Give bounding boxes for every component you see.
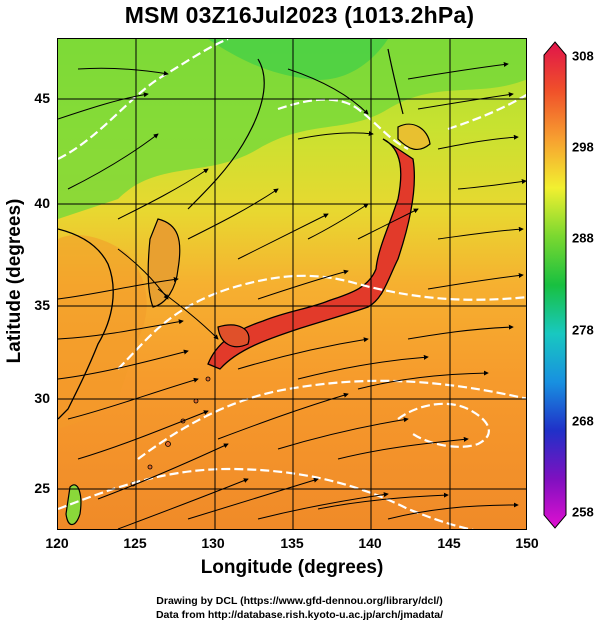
colorbar-tick-278: 278 <box>572 322 594 338</box>
credit-data: Data from http://database.rish.kyoto-u.a… <box>155 609 444 621</box>
x-tick-135: 135 <box>280 535 304 551</box>
colorbar-tick-308: 308 <box>572 48 594 64</box>
y-tick-25: 25 <box>34 480 50 496</box>
x-tick-130: 130 <box>201 535 225 551</box>
cold-pool-region <box>208 39 388 80</box>
x-tick-140: 140 <box>358 535 382 551</box>
x-tick-120: 120 <box>45 535 69 551</box>
y-axis-label: Latitude (degrees) <box>4 198 25 364</box>
colorbar-tick-298: 298 <box>572 139 594 155</box>
colorbar-tick-258: 258 <box>572 504 594 520</box>
credit-drawing: Drawing by DCL (https://www.gfd-dennou.o… <box>156 595 443 607</box>
hokkaido <box>397 123 431 151</box>
colorbar-tick-268: 268 <box>572 413 594 429</box>
y-tick-30: 30 <box>34 390 50 406</box>
continent-warm-region <box>58 234 147 429</box>
cool-air-region <box>58 39 526 219</box>
colorbar <box>543 41 567 529</box>
russia-coastline <box>187 58 265 210</box>
shikoku-kyushu-detail <box>217 324 250 348</box>
taiwan <box>65 484 82 526</box>
china-coastline <box>58 228 114 420</box>
coordinate-grid <box>58 39 526 529</box>
chart-title: MSM 03Z16Jul2023 (1013.2hPa) <box>124 2 475 28</box>
y-tick-35: 35 <box>34 297 50 313</box>
x-tick-125: 125 <box>123 535 147 551</box>
x-axis-label: Longitude (degrees) <box>200 557 384 578</box>
map-canvas <box>58 39 526 529</box>
colorbar-scale <box>543 41 567 529</box>
y-tick-40: 40 <box>34 195 50 211</box>
x-tick-150: 150 <box>515 535 539 551</box>
y-tick-45: 45 <box>34 90 50 106</box>
colorbar-tick-288: 288 <box>572 230 594 246</box>
temperature-map <box>57 38 527 530</box>
sakhalin-coastline <box>387 48 404 115</box>
x-tick-145: 145 <box>437 535 461 551</box>
isotherm-contours <box>58 39 526 529</box>
